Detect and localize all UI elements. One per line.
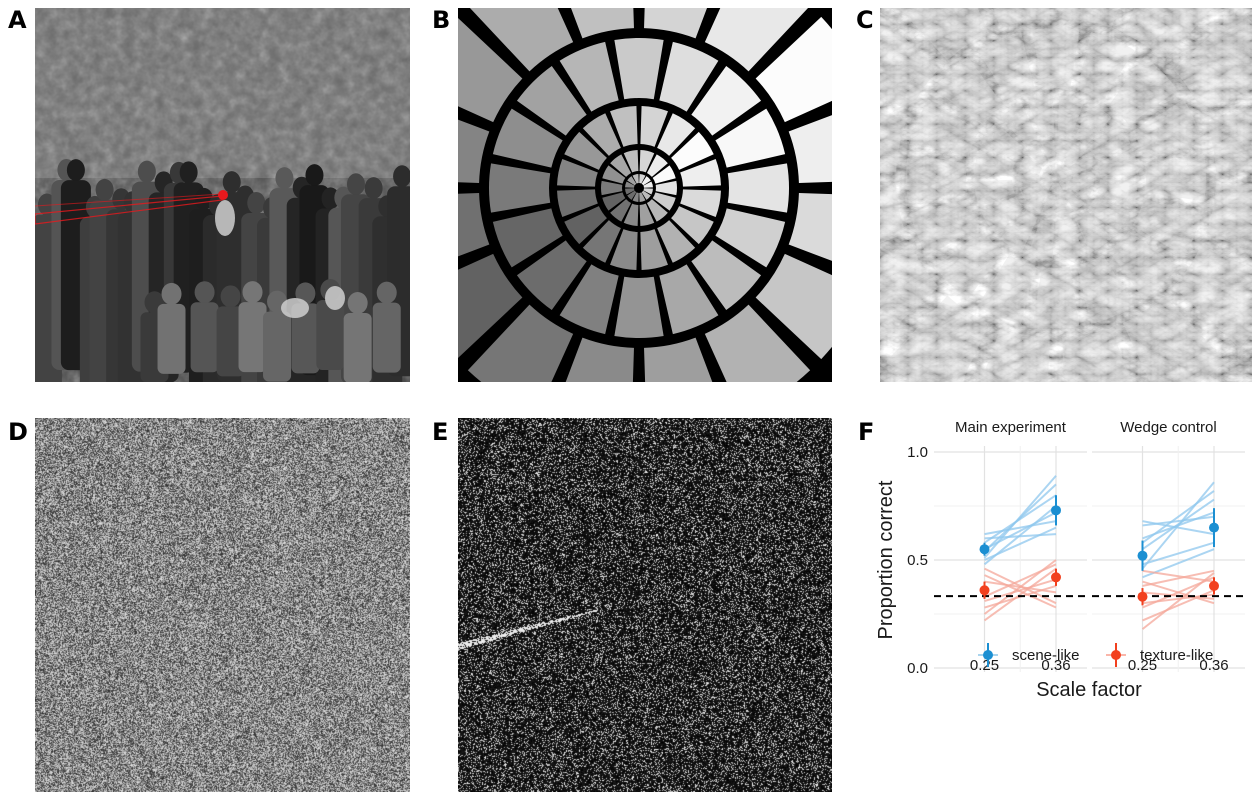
subject-line [983,494,1057,544]
subject-line [984,563,1057,598]
y-tick-label: 0.5 [907,552,928,569]
x-tick-label: 0.36 [1041,657,1070,674]
sparse-noise-image [458,418,832,792]
results-chart-svg: Main experiment Wedge control 0.25 0.36 0.2… [875,419,1245,701]
panel-label-c: C [856,6,874,34]
mean-point [1051,572,1061,583]
legend-label: texture-like [1140,647,1213,664]
panel-label-b: B [432,6,451,34]
wedge-mask-image [458,8,832,382]
subject-line [983,567,1057,622]
synthesized-texture-illustration [880,8,1252,382]
crowd-photo-illustration [35,8,410,382]
mean-point [1209,580,1219,591]
subject-line [984,580,1057,594]
y-tick-label: 0.0 [907,660,928,677]
subject-line [984,511,1057,551]
facet-title: Main experiment [955,419,1067,436]
panel-label-a: A [8,6,27,34]
facet-plot-area [934,446,1087,672]
legend-label: scene-like [1012,647,1080,664]
mean-point [1051,505,1061,516]
x-tick-label: 0.25 [970,657,999,674]
mean-point [979,585,990,596]
crowd-photo [35,8,410,382]
legend-key-point [983,650,993,660]
panel-label-d: D [8,418,28,446]
gaze-trace [35,195,223,225]
subject-line [1142,569,1215,583]
x-tick-label: 0.25 [1128,657,1157,674]
mean-point [1137,550,1148,561]
y-tick-label: 1.0 [907,444,928,461]
mean-point [979,544,990,555]
subject-line [983,505,1057,566]
noise-image-canvas [35,418,410,792]
noise-image [35,418,410,792]
facet-title: Wedge control [1120,419,1216,436]
mean-point [1209,522,1219,533]
subject-line [1142,541,1215,566]
mean-point [1137,591,1148,602]
x-tick-label: 0.36 [1199,657,1228,674]
y-axis-label: Proportion correct [875,480,897,639]
panel-label-e: E [432,418,449,446]
gaze-point-marker [218,190,228,200]
facet-plot-area [1092,446,1245,672]
panel-label-f: F [858,418,875,446]
subject-line [1141,498,1215,551]
subject-line [1142,515,1215,527]
results-chart: Main experiment Wedge control 0.25 0.36 0.2… [870,408,1252,708]
subject-line [984,520,1057,536]
subject-line [984,574,1057,609]
sparse-noise-canvas [458,418,832,792]
subject-line [1141,490,1215,544]
synthesized-texture-image [880,8,1252,382]
subject-line [1142,569,1215,587]
legend-key-point [1111,650,1121,660]
x-axis-label: Scale factor [1036,679,1142,701]
wedge-mask-illustration [458,8,832,382]
